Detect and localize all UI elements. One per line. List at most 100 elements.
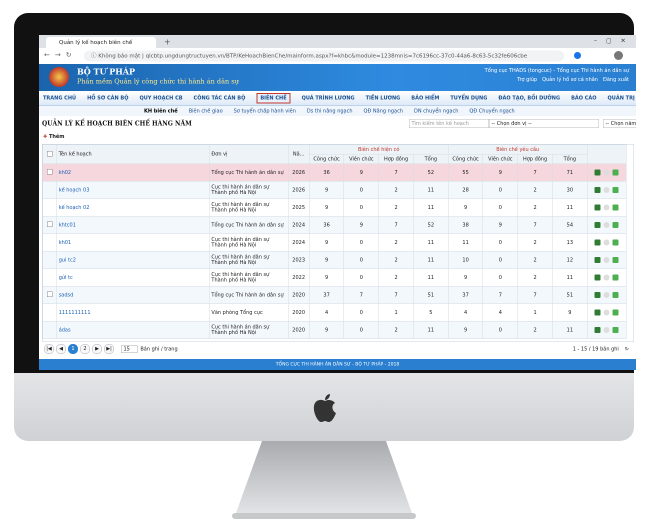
menu-item[interactable]: TUYỂN DỤNG — [450, 95, 488, 102]
new-tab[interactable]: + — [164, 37, 171, 47]
cell: 11 — [552, 198, 588, 217]
approve-icon[interactable] — [612, 187, 619, 193]
profile-icon[interactable] — [614, 51, 623, 60]
checkbox[interactable] — [46, 150, 53, 157]
window-controls[interactable]: –▢✕ — [594, 37, 635, 44]
export-icon[interactable] — [594, 292, 601, 298]
export-icon[interactable] — [594, 187, 601, 193]
table-row[interactable]: gui tc2 Cục thi hành án dân sự Thành phố … — [42, 251, 627, 269]
table-row[interactable]: 1111111111 Văn phòng Tổng cục 2020 4 0 1 5 4 4 1 9 — [42, 303, 627, 322]
menu-item[interactable]: BÁO CÁO — [571, 95, 597, 102]
page-size-select[interactable]: 15 — [121, 345, 138, 353]
view-icon[interactable] — [603, 257, 610, 263]
view-icon[interactable] — [603, 187, 610, 193]
table-row[interactable]: kh01 Cục thi hành án dân sự Thành phố Hà … — [42, 233, 627, 252]
export-icon[interactable] — [594, 309, 601, 316]
table-row[interactable]: kế hoạch 02 Cục thi hành án dân sự Thành … — [42, 198, 627, 217]
approve-icon[interactable] — [612, 292, 619, 298]
approve-icon[interactable] — [612, 169, 619, 176]
header-cell[interactable]: Đơn vị — [208, 144, 289, 164]
approve-icon[interactable] — [612, 222, 619, 228]
submenu-item[interactable]: QĐ Nâng ngạch — [363, 108, 403, 114]
table-row[interactable]: kế hoạch 03 Cục thi hành án dân sự Thành … — [42, 181, 627, 199]
unit-select[interactable]: -- Chọn đơn vị -- — [489, 119, 599, 128]
year-select[interactable]: -- Chọn năm -- — [603, 119, 636, 128]
approve-icon[interactable] — [612, 239, 619, 246]
sub-header[interactable]: Tổng — [413, 154, 449, 164]
pager-nav[interactable]: ◀ — [56, 344, 66, 354]
table-row[interactable]: kh02 Tổng cục Thi hành án dân sự 2026 36 9 7 5… — [42, 163, 627, 182]
add-button[interactable]: ✚ Thêm — [43, 134, 65, 140]
search-input[interactable]: Tìm kiếm tên kế hoạch — [409, 119, 489, 128]
submenu-item[interactable]: KH biên chế — [144, 108, 178, 114]
view-icon[interactable] — [603, 292, 610, 298]
pager-nav[interactable]: ▶ — [92, 344, 102, 354]
approve-icon[interactable] — [612, 274, 619, 281]
menu-item[interactable]: HỒ SƠ CÁN BỘ — [87, 95, 129, 102]
submenu-item[interactable]: DN chuyển ngạch — [413, 108, 459, 114]
view-icon[interactable] — [603, 239, 610, 246]
sub-header[interactable]: Viên chức — [343, 154, 379, 164]
export-icon[interactable] — [594, 204, 601, 211]
submenu-item[interactable]: Biên chế giao — [188, 108, 223, 114]
sub-header[interactable]: Công chức — [447, 154, 484, 164]
user-link[interactable]: Trợ giúp — [517, 77, 538, 83]
cell: Cục thi hành án dân sự Thành phố Hà Nội — [208, 198, 289, 217]
cell: kế hoạch 03 — [56, 181, 210, 199]
menu-item[interactable]: QUÁ TRÌNH LƯƠNG — [301, 95, 355, 102]
checkbox[interactable] — [46, 169, 53, 175]
page-button[interactable]: 2 — [80, 344, 90, 354]
export-icon[interactable] — [594, 327, 601, 333]
menu-item[interactable]: TRANG CHỦ — [43, 95, 77, 102]
export-icon[interactable] — [594, 239, 601, 246]
table-row[interactable]: ádas Cục thi hành án dân sự Thành phố Hà … — [42, 321, 627, 339]
menu-item[interactable]: QUY HOẠCH CB — [139, 95, 183, 102]
sub-header[interactable]: Hợp đồng — [378, 154, 414, 164]
menu-item[interactable]: BẢO HIỂM — [411, 95, 440, 102]
approve-icon[interactable] — [612, 327, 619, 333]
menu-item[interactable]: QUẢN TRỊ — [607, 95, 635, 102]
cell: Cục thi hành án dân sự Thành phố Hà Nội — [208, 181, 289, 199]
nav-buttons[interactable]: ←→↻ — [44, 51, 77, 59]
pager-nav[interactable]: ▶| — [104, 344, 114, 354]
header-cell[interactable]: Nă... — [287, 144, 310, 164]
checkbox[interactable] — [46, 221, 53, 227]
view-icon[interactable] — [603, 274, 610, 281]
view-icon[interactable] — [603, 327, 610, 333]
sub-header[interactable]: Công chức — [308, 154, 345, 164]
extension-icon[interactable] — [574, 52, 581, 59]
table-row[interactable]: sadsd Tổng cục Thi hành án dân sự 2020 37 7 7… — [42, 286, 627, 304]
approve-icon[interactable] — [612, 257, 619, 263]
table-row[interactable]: gửi tc Cục thi hành án dân sự Thành phố H… — [42, 268, 627, 287]
view-icon[interactable] — [603, 169, 610, 176]
checkbox[interactable] — [46, 291, 53, 297]
refresh-button[interactable]: ↻ — [624, 346, 629, 352]
pager-nav[interactable]: |◀ — [44, 344, 54, 354]
submenu-item[interactable]: Ds thi nâng ngạch — [306, 108, 353, 114]
approve-icon[interactable] — [612, 204, 619, 211]
approve-icon[interactable] — [612, 309, 619, 316]
export-icon[interactable] — [594, 222, 601, 228]
user-link[interactable]: Quản lý hồ sơ cá nhân — [542, 77, 598, 83]
view-icon[interactable] — [603, 204, 610, 211]
submenu-item[interactable]: QĐ Chuyển ngạch — [469, 108, 515, 114]
submenu-item[interactable]: Sơ tuyển chấp hành viên — [233, 108, 296, 114]
menu-item[interactable]: CÔNG TÁC CÁN BỘ — [193, 95, 246, 102]
menu-item[interactable]: TIỀN LƯƠNG — [365, 95, 401, 102]
browser-tab[interactable]: Quản lý kế hoạch biên chế — [46, 37, 156, 48]
sub-header[interactable]: Viên chức — [482, 154, 518, 164]
page-button[interactable]: 1 — [68, 344, 78, 354]
export-icon[interactable] — [594, 274, 601, 281]
export-icon[interactable] — [594, 257, 601, 263]
sub-header[interactable]: Tổng — [552, 154, 588, 164]
user-link[interactable]: Đăng xuất — [602, 77, 629, 83]
table-row[interactable]: khtc01 Tổng cục Thi hành án dân sự 2024 36 9… — [42, 216, 627, 234]
omnibox[interactable]: ⓘ Không bảo mật | qlcbtp.ungdungtructuye… — [84, 50, 564, 62]
export-icon[interactable] — [594, 169, 601, 176]
menu-item[interactable]: BIÊN CHẾ — [256, 93, 291, 104]
view-icon[interactable] — [603, 222, 610, 228]
header-cell[interactable]: Tên kế hoạch — [56, 144, 210, 164]
menu-item[interactable]: ĐÀO TẠO, BỒI DƯỠNG — [498, 95, 561, 102]
view-icon[interactable] — [603, 309, 610, 316]
sub-header[interactable]: Hợp đồng — [517, 154, 553, 164]
